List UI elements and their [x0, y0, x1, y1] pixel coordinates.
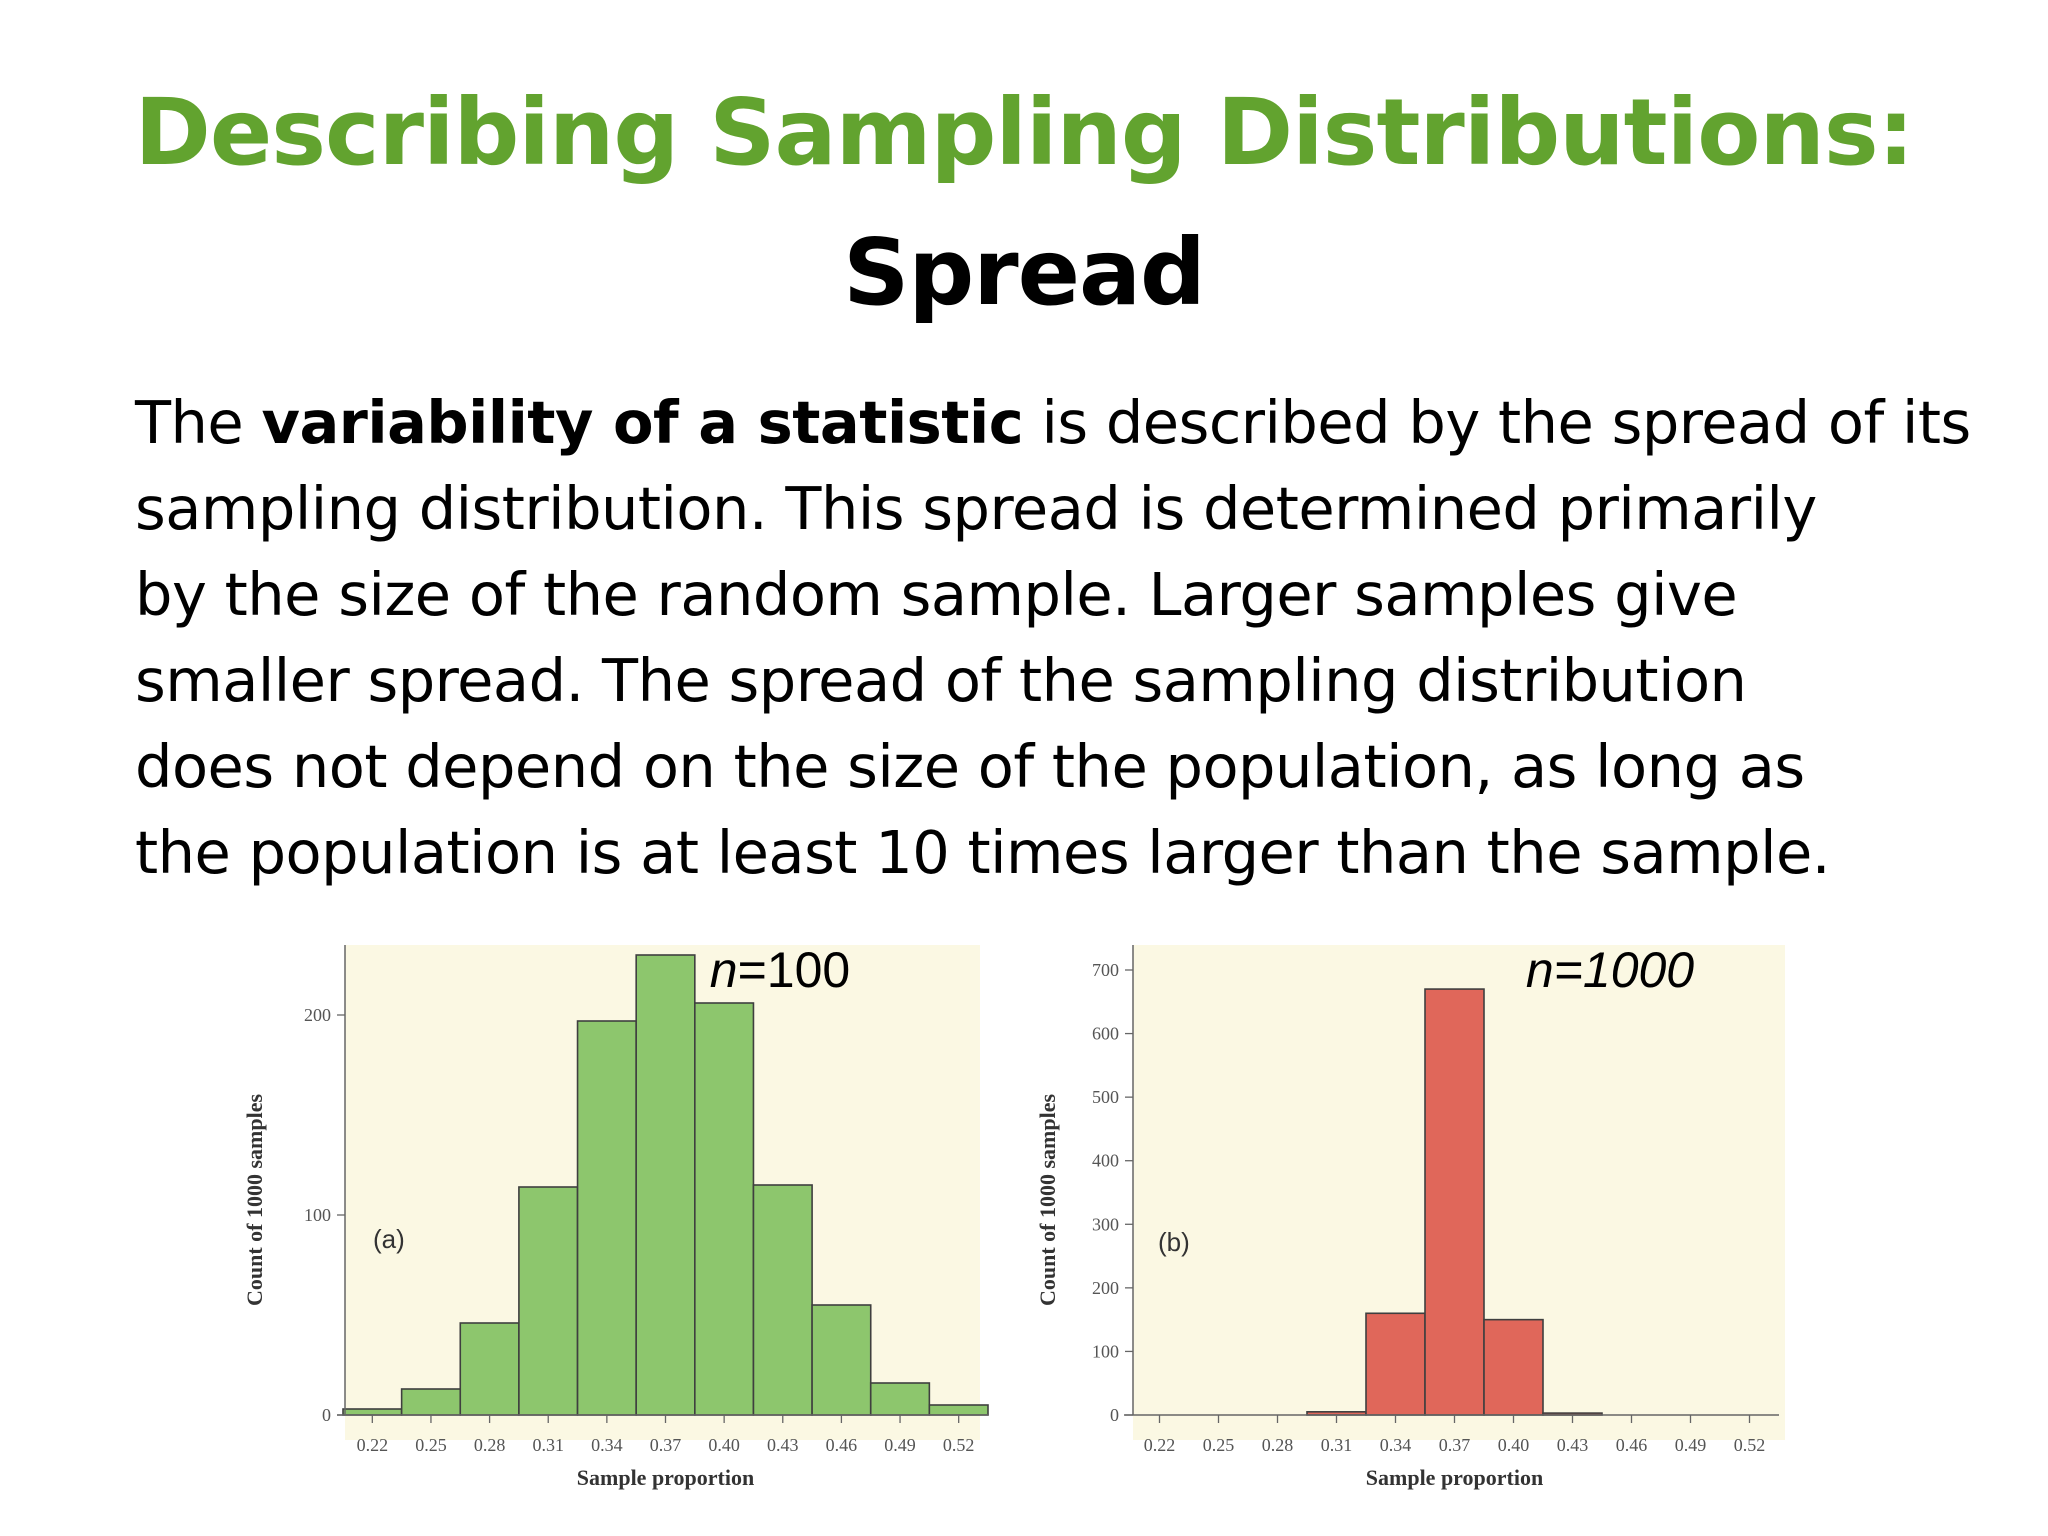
chart-a-x-tick-label: 0.22: [357, 1435, 389, 1455]
chart-b-x-axis-title: Sample proportion: [1366, 1465, 1543, 1490]
chart-a-x-tick-label: 0.49: [884, 1435, 916, 1455]
chart-b-x-tick-label: 0.37: [1439, 1435, 1471, 1455]
chart-b-x-tick-label: 0.46: [1616, 1435, 1648, 1455]
chart-b-x-tick-label: 0.28: [1262, 1435, 1294, 1455]
chart-b-x-tick-label: 0.43: [1557, 1435, 1589, 1455]
chart-b-y-axis-title: Count of 1000 samples: [1035, 1094, 1060, 1307]
chart-a-bar: [869, 1382, 931, 1416]
chart-a-x-tick-label: 0.25: [415, 1435, 447, 1455]
chart-b-y-tick-label: 500: [1092, 1087, 1119, 1107]
chart-b-x-tick-label: 0.25: [1203, 1435, 1235, 1455]
body-line-4: smaller spread. The spread of the sampli…: [135, 646, 1747, 715]
chart-a-sample-size-label: n=100: [710, 942, 850, 998]
chart-a-x-tick-label: 0.46: [826, 1435, 858, 1455]
chart-b-y-tick-label: 300: [1092, 1214, 1119, 1234]
chart-b-x-tick-label: 0.22: [1144, 1435, 1176, 1455]
chart-a-x-tick-label: 0.43: [767, 1435, 799, 1455]
histogram-n100: 0.22 0.25 0.28 0.31 0.34 0.37 0.40 0.43 0.46 0.49…: [242, 942, 989, 1490]
chart-a-panel-label: (a): [373, 1224, 405, 1254]
chart-b-x-tick-label: 0.40: [1498, 1435, 1530, 1455]
chart-a-x-tick-label: 0.40: [708, 1435, 740, 1455]
chart-b-x-tick-label: 0.52: [1734, 1435, 1766, 1455]
chart-b-x-tick-label: 0.34: [1380, 1435, 1412, 1455]
chart-a-bar: [459, 1322, 520, 1416]
slide-title: Describing Sampling Distributions:: [134, 79, 1915, 186]
chart-a-y-tick-label: 0: [322, 1405, 331, 1425]
chart-a-x-tick-label: 0.52: [943, 1435, 975, 1455]
body-line-1: The variability of a statistic is descri…: [135, 380, 1971, 466]
chart-a-bar: [811, 1304, 872, 1416]
chart-b-y-tick-label: 700: [1092, 960, 1119, 980]
body-line-1-end: is described by the spread of its: [1023, 388, 1971, 457]
chart-a-n-variable: n: [710, 942, 738, 998]
chart-a-bar: [635, 954, 696, 1416]
body-line-1-start: The: [135, 388, 262, 457]
chart-a-bar: [400, 1388, 462, 1416]
chart-a-bar: [928, 1404, 989, 1416]
chart-a-x-axis-title: Sample proportion: [577, 1465, 754, 1490]
chart-b-sample-size-label: n=1000: [1526, 942, 1694, 998]
chart-b-bar: [1424, 988, 1485, 1416]
chart-b-y-tick-label: 0: [1110, 1405, 1119, 1425]
chart-a-bar: [694, 1002, 755, 1416]
body-bold-term: variability of a statistic: [261, 388, 1024, 457]
chart-a-bar: [342, 1408, 403, 1416]
histogram-n1000: 0.22 0.25 0.28 0.31 0.34 0.37 0.40 0.43 0.46 0.49…: [1035, 942, 1785, 1490]
chart-a-x-tick-label: 0.28: [474, 1435, 506, 1455]
body-line-2: sampling distribution. This spread is de…: [135, 474, 1817, 543]
chart-a-bar: [752, 1184, 813, 1416]
body-paragraph: The variability of a statistic is descri…: [135, 380, 1971, 896]
chart-b-bar: [1483, 1318, 1544, 1416]
chart-a-x-tick-label: 0.34: [591, 1435, 623, 1455]
slide-subtitle: Spread: [843, 219, 1206, 326]
chart-b-y-tick-label: 100: [1092, 1341, 1119, 1361]
chart-a-bar: [518, 1186, 579, 1416]
chart-a-n-value: =100: [738, 942, 851, 998]
chart-a-x-tick-label: 0.31: [532, 1435, 564, 1455]
chart-a-y-tick-label: 200: [304, 1005, 331, 1025]
chart-a-y-axis-title: Count of 1000 samples: [242, 1094, 267, 1307]
chart-b-y-tick-label: 200: [1092, 1278, 1119, 1298]
chart-b-x-tick-label: 0.31: [1321, 1435, 1353, 1455]
chart-b-x-tick-label: 0.49: [1675, 1435, 1707, 1455]
chart-b-panel-label: (b): [1158, 1227, 1190, 1257]
body-line-6: the population is at least 10 times larg…: [135, 818, 1831, 887]
body-line-5: does not depend on the size of the popul…: [135, 732, 1805, 801]
chart-b-bar: [1365, 1312, 1426, 1416]
chart-b-y-tick-label: 600: [1092, 1024, 1119, 1044]
chart-a-x-tick-label: 0.37: [650, 1435, 682, 1455]
chart-a-y-tick-label: 100: [304, 1205, 331, 1225]
body-line-3: by the size of the random sample. Larger…: [135, 560, 1738, 629]
chart-a-bar: [576, 1020, 637, 1416]
chart-b-y-tick-label: 400: [1092, 1151, 1119, 1171]
